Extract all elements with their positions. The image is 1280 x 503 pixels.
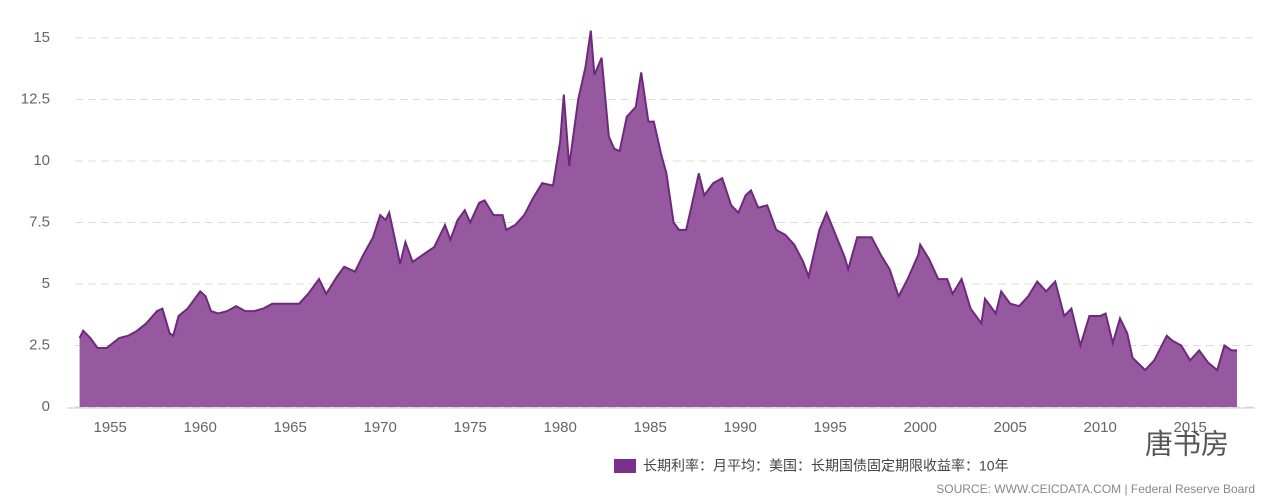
legend-label: 长期利率：月平均：美国：长期国债固定期限收益率：10年 [643, 458, 1009, 474]
y-tick-label: 0 [42, 398, 50, 415]
x-tick-label: 1975 [454, 419, 487, 436]
y-tick-label: 15 [33, 29, 50, 46]
x-tick-label: 2005 [994, 419, 1027, 436]
x-tick-label: 1970 [364, 419, 397, 436]
x-tick-label: 2010 [1084, 419, 1117, 436]
line [78, 30, 1237, 372]
y-tick-label: 2.5 [29, 336, 50, 353]
x-tick-label: 2015 [1174, 419, 1207, 436]
x-tick-label: 1955 [94, 419, 127, 436]
legend-swatch [614, 459, 636, 473]
y-tick-label: 5 [42, 275, 50, 292]
x-tick-label: 1960 [184, 419, 217, 436]
x-tick-label: 1995 [814, 419, 847, 436]
watermark: 唐书房 [1145, 428, 1229, 459]
x-tick-label: 2000 [904, 419, 937, 436]
x-tick-label: 1990 [724, 419, 757, 436]
y-tick-label: 12.5 [21, 90, 50, 107]
area [79, 30, 1238, 407]
x-tick-label: 1985 [634, 419, 667, 436]
x-tick-label: 1980 [544, 419, 577, 436]
y-tick-label: 10 [33, 152, 50, 169]
y-tick-label: 7.5 [29, 213, 50, 230]
source: SOURCE: WWW.CEICDATA.COM | Federal Reser… [936, 482, 1255, 496]
x-tick-label: 1965 [274, 419, 307, 436]
